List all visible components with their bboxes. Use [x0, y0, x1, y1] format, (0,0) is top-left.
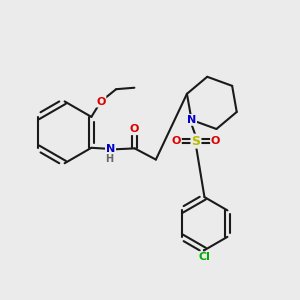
- Text: O: O: [172, 136, 181, 146]
- Text: N: N: [187, 115, 196, 125]
- Text: O: O: [211, 136, 220, 146]
- Text: O: O: [130, 124, 140, 134]
- Text: Cl: Cl: [199, 252, 210, 262]
- Text: N: N: [106, 144, 115, 154]
- Text: S: S: [191, 135, 200, 148]
- Text: O: O: [96, 97, 106, 106]
- Text: H: H: [105, 154, 113, 164]
